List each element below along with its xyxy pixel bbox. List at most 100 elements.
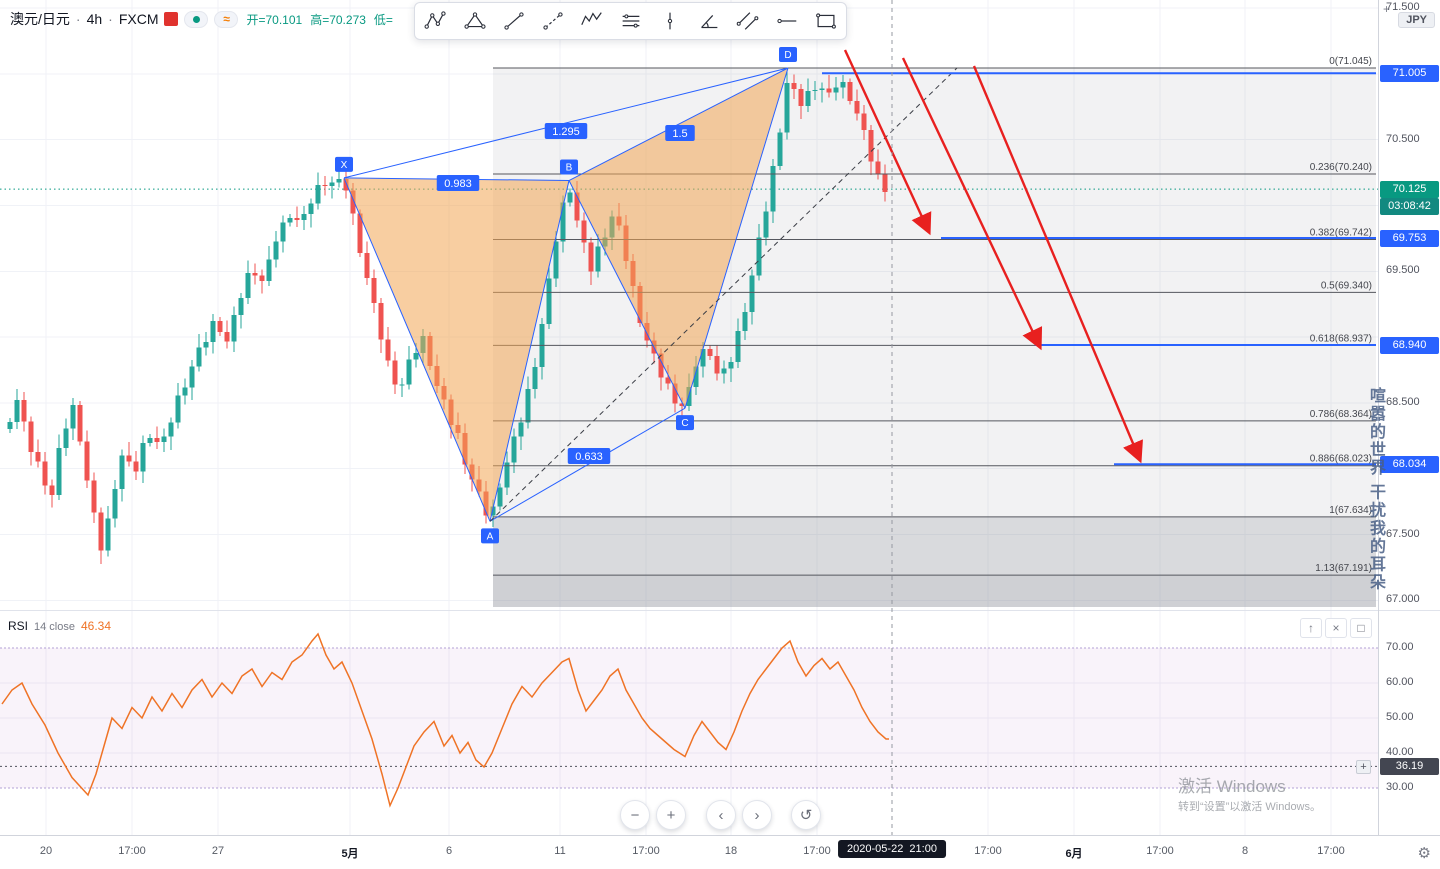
tool-horizontal-lines-button[interactable] (611, 4, 650, 38)
tool-info-line-button[interactable] (533, 4, 572, 38)
svg-text:A: A (487, 531, 494, 542)
fib-level-label: 0.382(69.742) (1310, 227, 1372, 238)
vertical-line-icon (667, 12, 672, 30)
drawing-toolbar (414, 2, 847, 40)
time-label: 20 (39, 845, 53, 857)
tool-trend-angle-button[interactable] (689, 4, 728, 38)
svg-text:C: C (681, 418, 688, 429)
add-alert-plus-button[interactable]: + (1356, 760, 1371, 774)
tool-triangle-pattern-button[interactable] (455, 4, 494, 38)
svg-text:X: X (341, 160, 348, 171)
fib-level-label: 0(71.045) (1329, 56, 1372, 67)
scroll-left-button[interactable]: ‹ (706, 800, 736, 830)
reset-chart-button[interactable]: ↺ (791, 800, 821, 830)
svg-text:1.5: 1.5 (672, 128, 687, 140)
parallel-lines-icon (622, 14, 639, 28)
fib-level-label: 1.13(67.191) (1315, 563, 1372, 574)
rsi-maximize-button[interactable]: □ (1350, 618, 1372, 638)
dashed-trendline[interactable] (489, 67, 958, 522)
data-approx-pill[interactable]: ≈ (214, 10, 239, 28)
fib-level-label: 0.786(68.364) (1310, 409, 1372, 420)
tool-parallel-channel-button[interactable] (728, 4, 767, 38)
time-label: 17:00 (118, 845, 146, 857)
time-label: 8 (1241, 845, 1249, 857)
price-label: 68.940 (1380, 336, 1439, 354)
fib-level-label: 0.236(70.240) (1310, 162, 1372, 173)
market-open-dot-icon (192, 15, 200, 23)
interval-label[interactable]: 4h (86, 11, 103, 27)
windows-activate-hint: 转到“设置”以激活 Windows。 (1178, 801, 1322, 813)
vertical-watermark: 喧嚣的世界 干扰我的耳朵 (1367, 387, 1384, 592)
rsi-tick: 30.00 (1386, 781, 1414, 793)
pattern-point-label[interactable] (560, 159, 578, 175)
pattern-ratio-label[interactable] (544, 123, 588, 139)
time-label: 5月 (341, 848, 359, 860)
fib-level-label: 1(67.634) (1329, 505, 1372, 516)
trend-arrow[interactable] (901, 57, 1043, 351)
horizontal-ray-icon (776, 18, 796, 24)
tool-horizontal-ray-button[interactable] (767, 4, 806, 38)
rsi-band (0, 648, 1378, 788)
price-tick: 67.500 (1386, 527, 1420, 540)
approx-icon: ≈ (223, 12, 230, 26)
currency-badge[interactable]: JPY (1398, 12, 1435, 28)
pattern-point-label[interactable] (779, 47, 797, 62)
zoom-out-button[interactable]: − (620, 800, 650, 830)
price-label: 69.753 (1380, 229, 1439, 247)
price-chart-canvas[interactable]: 0(71.045) 0.236(70.240) 0.382(69.742) 0.5(6… (0, 0, 1378, 835)
scroll-right-button[interactable]: › (742, 800, 772, 830)
trend-angle-icon (700, 15, 717, 29)
price-label: 36.19 (1380, 757, 1439, 775)
price-axis[interactable]: + JPY 71.500 70.500 69.500 68.500 67.500 67.0… (1378, 0, 1440, 835)
trend-arrow[interactable] (843, 49, 932, 236)
rsi-move-up-button[interactable]: ↑ (1300, 618, 1322, 638)
low-value: 低= (373, 12, 393, 27)
rsi-tick: 60.00 (1386, 676, 1414, 688)
countdown-label: 03:08:42 (1380, 197, 1439, 215)
separator-dot: · (75, 11, 81, 27)
time-label: 18 (724, 845, 738, 857)
price-label: 70.125 (1380, 180, 1439, 198)
windows-activate-watermark: 激活 Windows (1178, 777, 1286, 796)
symbol-name[interactable]: 澳元/日元 (10, 11, 70, 27)
svg-text:1.295: 1.295 (552, 126, 580, 138)
time-label: 17:00 (974, 845, 1002, 857)
tool-trend-line-button[interactable] (494, 4, 533, 38)
pattern-point-label[interactable] (335, 156, 353, 172)
pane-separator (1379, 610, 1440, 611)
rsi-pane-buttons: ↑ × □ (1300, 618, 1372, 638)
fib-level-label: 0.618(68.937) (1310, 333, 1372, 344)
svg-text:0.983: 0.983 (444, 178, 472, 190)
rectangle-icon (815, 13, 836, 29)
pattern-ratio-label[interactable] (567, 448, 611, 464)
fib-shading (493, 68, 1376, 607)
separator-dot: · (108, 11, 113, 27)
rsi-indicator-legend[interactable]: RSI 14 close 46.34 (8, 619, 111, 633)
rsi-close-button[interactable]: × (1325, 618, 1347, 638)
pattern-ratio-label[interactable] (665, 125, 695, 141)
crosshair-time-badge: 2020-05-22 21:00 (838, 840, 946, 858)
axis-add-icon[interactable]: + (1383, 2, 1391, 16)
time-axis[interactable]: ⚙ 20 17:00 27 5月 6 11 17:00 18 17:00 17:00 6月 17:00… (0, 835, 1440, 869)
pattern-ratio-label[interactable] (436, 175, 480, 191)
tool-elliott-wave-button[interactable] (572, 4, 611, 38)
parallel-channel-icon (736, 12, 758, 30)
fib-level-label: 0.886(68.023) (1310, 454, 1372, 465)
zoom-in-button[interactable]: + (656, 800, 686, 830)
open-value: 开=70.101 (246, 12, 303, 27)
market-status-pill[interactable] (184, 10, 209, 28)
trend-arrow[interactable] (972, 65, 1143, 464)
price-tick: 68.500 (1386, 395, 1420, 408)
rsi-tick: 50.00 (1386, 711, 1414, 723)
trend-line-icon (503, 12, 524, 30)
gear-icon[interactable]: ⚙ (1417, 845, 1431, 862)
pattern-point-label[interactable] (481, 528, 499, 544)
pattern-point-label[interactable] (676, 415, 694, 431)
rsi-title: RSI (8, 619, 29, 633)
rsi-tick: 70.00 (1386, 641, 1414, 653)
xabcd-pattern[interactable]: X A B C D 0.983 1.295 1.5 0.633 (335, 47, 797, 544)
symbol-legend: 澳元/日元 · 4h · FXCM ≈ 开=70.101 高=70.273 低= (10, 9, 393, 29)
tool-vertical-line-button[interactable] (650, 4, 689, 38)
tool-rectangle-button[interactable] (806, 4, 845, 38)
tool-xabcd-pattern-button[interactable] (416, 4, 455, 38)
